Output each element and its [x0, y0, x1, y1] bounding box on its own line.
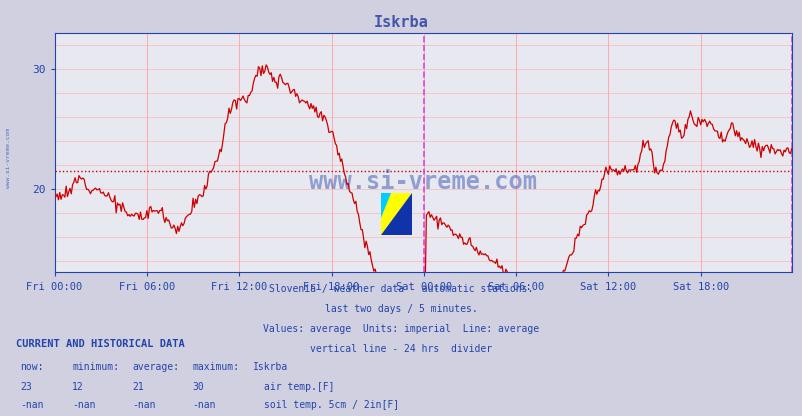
Text: www.si-vreme.com: www.si-vreme.com [6, 128, 11, 188]
Text: Values: average  Units: imperial  Line: average: Values: average Units: imperial Line: av… [263, 324, 539, 334]
Text: soil temp. 5cm / 2in[F]: soil temp. 5cm / 2in[F] [264, 400, 399, 410]
Text: average:: average: [132, 362, 180, 372]
Polygon shape [381, 193, 390, 218]
Text: now:: now: [20, 362, 43, 372]
Text: 21: 21 [132, 382, 144, 392]
Text: -nan: -nan [192, 400, 216, 410]
Text: Slovenia / weather data - automatic stations.: Slovenia / weather data - automatic stat… [269, 284, 533, 294]
Text: air temp.[F]: air temp.[F] [264, 382, 334, 392]
Text: CURRENT AND HISTORICAL DATA: CURRENT AND HISTORICAL DATA [16, 339, 184, 349]
Polygon shape [381, 193, 411, 235]
Text: www.si-vreme.com: www.si-vreme.com [309, 170, 537, 193]
Text: 30: 30 [192, 382, 205, 392]
Text: Iskrba: Iskrba [253, 362, 288, 372]
Text: minimum:: minimum: [72, 362, 119, 372]
Text: Iskrba: Iskrba [374, 15, 428, 30]
Text: -nan: -nan [72, 400, 95, 410]
Text: 12: 12 [72, 382, 84, 392]
Text: -nan: -nan [20, 400, 43, 410]
Text: last two days / 5 minutes.: last two days / 5 minutes. [325, 304, 477, 314]
Text: maximum:: maximum: [192, 362, 240, 372]
Text: -nan: -nan [132, 400, 156, 410]
Polygon shape [381, 193, 411, 235]
Text: vertical line - 24 hrs  divider: vertical line - 24 hrs divider [310, 344, 492, 354]
Text: 23: 23 [20, 382, 32, 392]
